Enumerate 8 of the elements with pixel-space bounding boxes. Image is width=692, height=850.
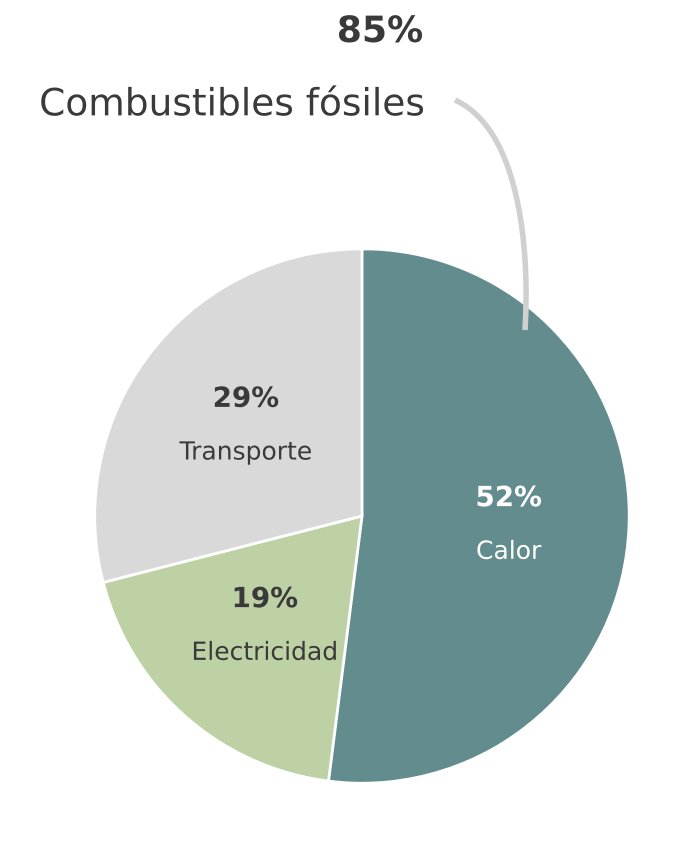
slice-label: Electricidad [194, 640, 336, 660]
text: 85% [338, 15, 422, 42]
data-label: 29% [214, 386, 278, 408]
slice-label: Transporte [179, 441, 311, 465]
slice-label: Calor [477, 540, 542, 560]
data-label: 19% [234, 586, 298, 608]
text: Combustibles fósiles [41, 85, 424, 116]
data-label: 52% [478, 486, 542, 507]
